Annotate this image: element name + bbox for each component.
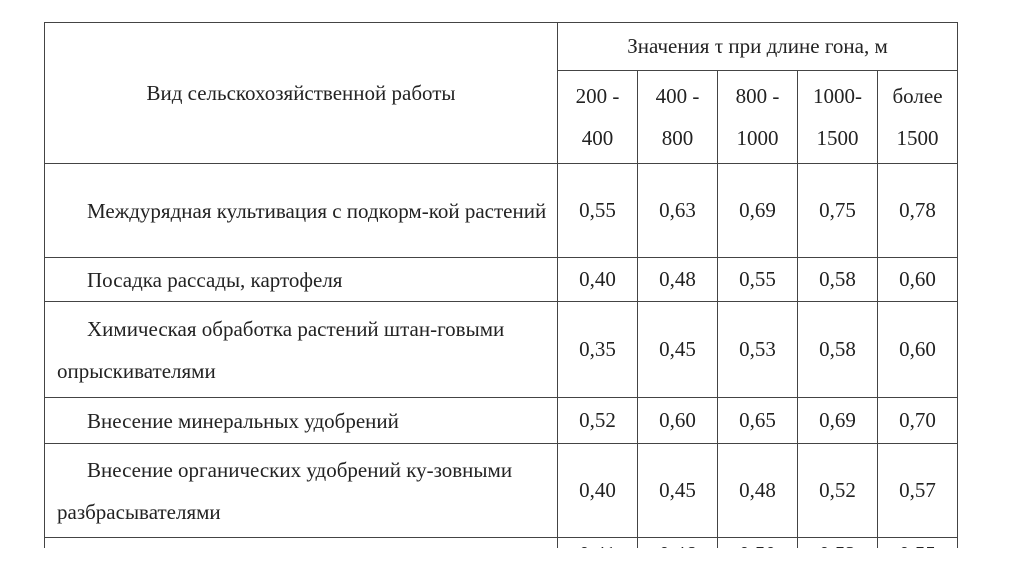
value-cell: 0,69 bbox=[717, 163, 798, 258]
value-cell: 0,40 bbox=[557, 443, 638, 538]
value-cell: 0,58 bbox=[797, 257, 878, 302]
row-label: Химическая обработка растений штан-говым… bbox=[44, 301, 558, 398]
row-label: Посадка рассады, картофеля bbox=[44, 257, 558, 302]
value-cell: 0,55 bbox=[557, 163, 638, 258]
value-cell: 0,52 bbox=[557, 397, 638, 444]
value-cell: 0,48 bbox=[637, 257, 718, 302]
header-col-5: более 1500 bbox=[877, 70, 958, 164]
value-cell: 0,58 bbox=[797, 301, 878, 398]
table-row: Междурядная культивация с подкорм-кой ра… bbox=[44, 163, 958, 258]
tau-values-table: Вид сельскохозяйственной работы Значения… bbox=[44, 22, 958, 548]
value-cell: 0,53 bbox=[717, 301, 798, 398]
header-work-type: Вид сельскохозяйственной работы bbox=[44, 22, 558, 164]
value-cell: 0,70 bbox=[877, 397, 958, 444]
row-label: Междурядная культивация с подкорм-кой ра… bbox=[44, 163, 558, 258]
value-cell: 0,40 bbox=[557, 257, 638, 302]
value-cell: 0,63 bbox=[637, 163, 718, 258]
value-cell: 0,60 bbox=[877, 257, 958, 302]
header-tau-group: Значения τ при длине гона, м bbox=[557, 22, 958, 71]
table-row: Внесение минеральных удобрений 0,52 0,60 0,… bbox=[44, 397, 958, 444]
row-label: Внесение органических удобрений ку-зовны… bbox=[44, 443, 558, 538]
value-cell: 0,65 bbox=[717, 397, 798, 444]
row-label: Внесение минеральных удобрений bbox=[44, 397, 558, 444]
table-row: Химическая обработка растений штан-говым… bbox=[44, 301, 958, 398]
value-cell: 0,46 bbox=[637, 537, 718, 548]
value-cell: 0,52 bbox=[797, 443, 878, 538]
value-cell: 0,50 bbox=[717, 537, 798, 548]
value-cell: 0,48 bbox=[717, 443, 798, 538]
value-cell: 0,60 bbox=[637, 397, 718, 444]
document-page: Вид сельскохозяйственной работы Значения… bbox=[44, 22, 959, 548]
value-cell: 0,45 bbox=[637, 443, 718, 538]
header-col-4: 1000- 1500 bbox=[797, 70, 878, 164]
value-cell: 0,45 bbox=[637, 301, 718, 398]
value-cell: 0,52 bbox=[797, 537, 878, 548]
header-col-3: 800 -1000 bbox=[717, 70, 798, 164]
header-col-1: 200 -400 bbox=[557, 70, 638, 164]
value-cell: 0,69 bbox=[797, 397, 878, 444]
header-col-2: 400 -800 bbox=[637, 70, 718, 164]
table-row: Посадка рассады, картофеля 0,40 0,48 0,55 0,… bbox=[44, 257, 958, 302]
value-cell: 0,41 bbox=[557, 537, 638, 548]
value-cell: 0,75 bbox=[797, 163, 878, 258]
value-cell: 0,55 bbox=[717, 257, 798, 302]
value-cell: 0,60 bbox=[877, 301, 958, 398]
value-cell: 0,55 bbox=[877, 537, 958, 548]
row-label: Уб bbox=[44, 537, 558, 548]
table-row: Уб0,410,460,500,520,55 bbox=[44, 537, 958, 548]
value-cell: 0,57 bbox=[877, 443, 958, 538]
table-row: Внесение органических удобрений ку-зовны… bbox=[44, 443, 958, 538]
value-cell: 0,35 bbox=[557, 301, 638, 398]
value-cell: 0,78 bbox=[877, 163, 958, 258]
